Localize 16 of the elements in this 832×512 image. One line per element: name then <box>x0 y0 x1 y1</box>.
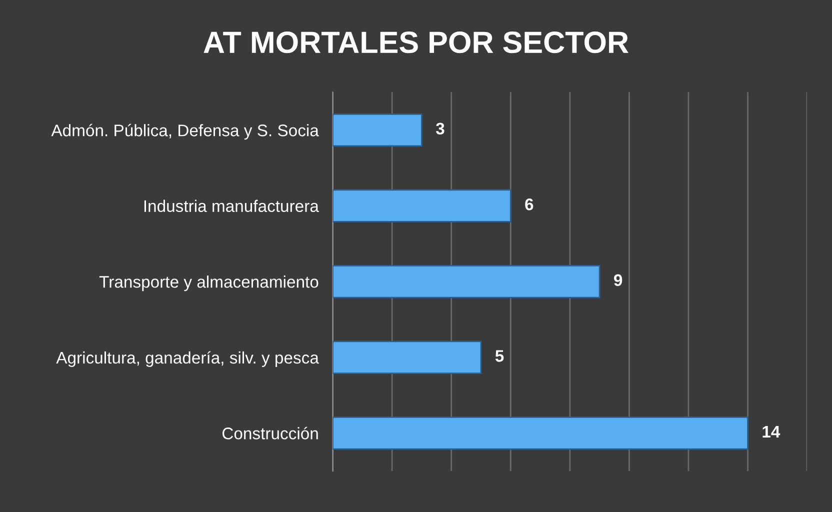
data-label: 14 <box>762 426 780 438</box>
y-tick-label: Transporte y almacenamiento <box>99 276 318 292</box>
bar <box>332 340 482 374</box>
y-tick-label: Agricultura, ganadería, silv. y pesca <box>56 351 319 367</box>
data-label: 6 <box>525 198 534 210</box>
bar <box>332 264 600 298</box>
data-label: 3 <box>436 122 444 135</box>
y-tick-label: Admón. Pública, Defensa y S. Socia <box>51 124 319 140</box>
bar <box>332 189 512 222</box>
bar <box>332 113 422 147</box>
y-tick-label: Industria manufacturera <box>144 200 319 212</box>
data-label: 9 <box>614 274 622 286</box>
chart-title: AT MORTALES POR SECTOR <box>204 32 628 54</box>
y-tick-label: Construcción <box>222 426 318 440</box>
bar <box>332 416 748 450</box>
data-label: 5 <box>495 350 504 362</box>
